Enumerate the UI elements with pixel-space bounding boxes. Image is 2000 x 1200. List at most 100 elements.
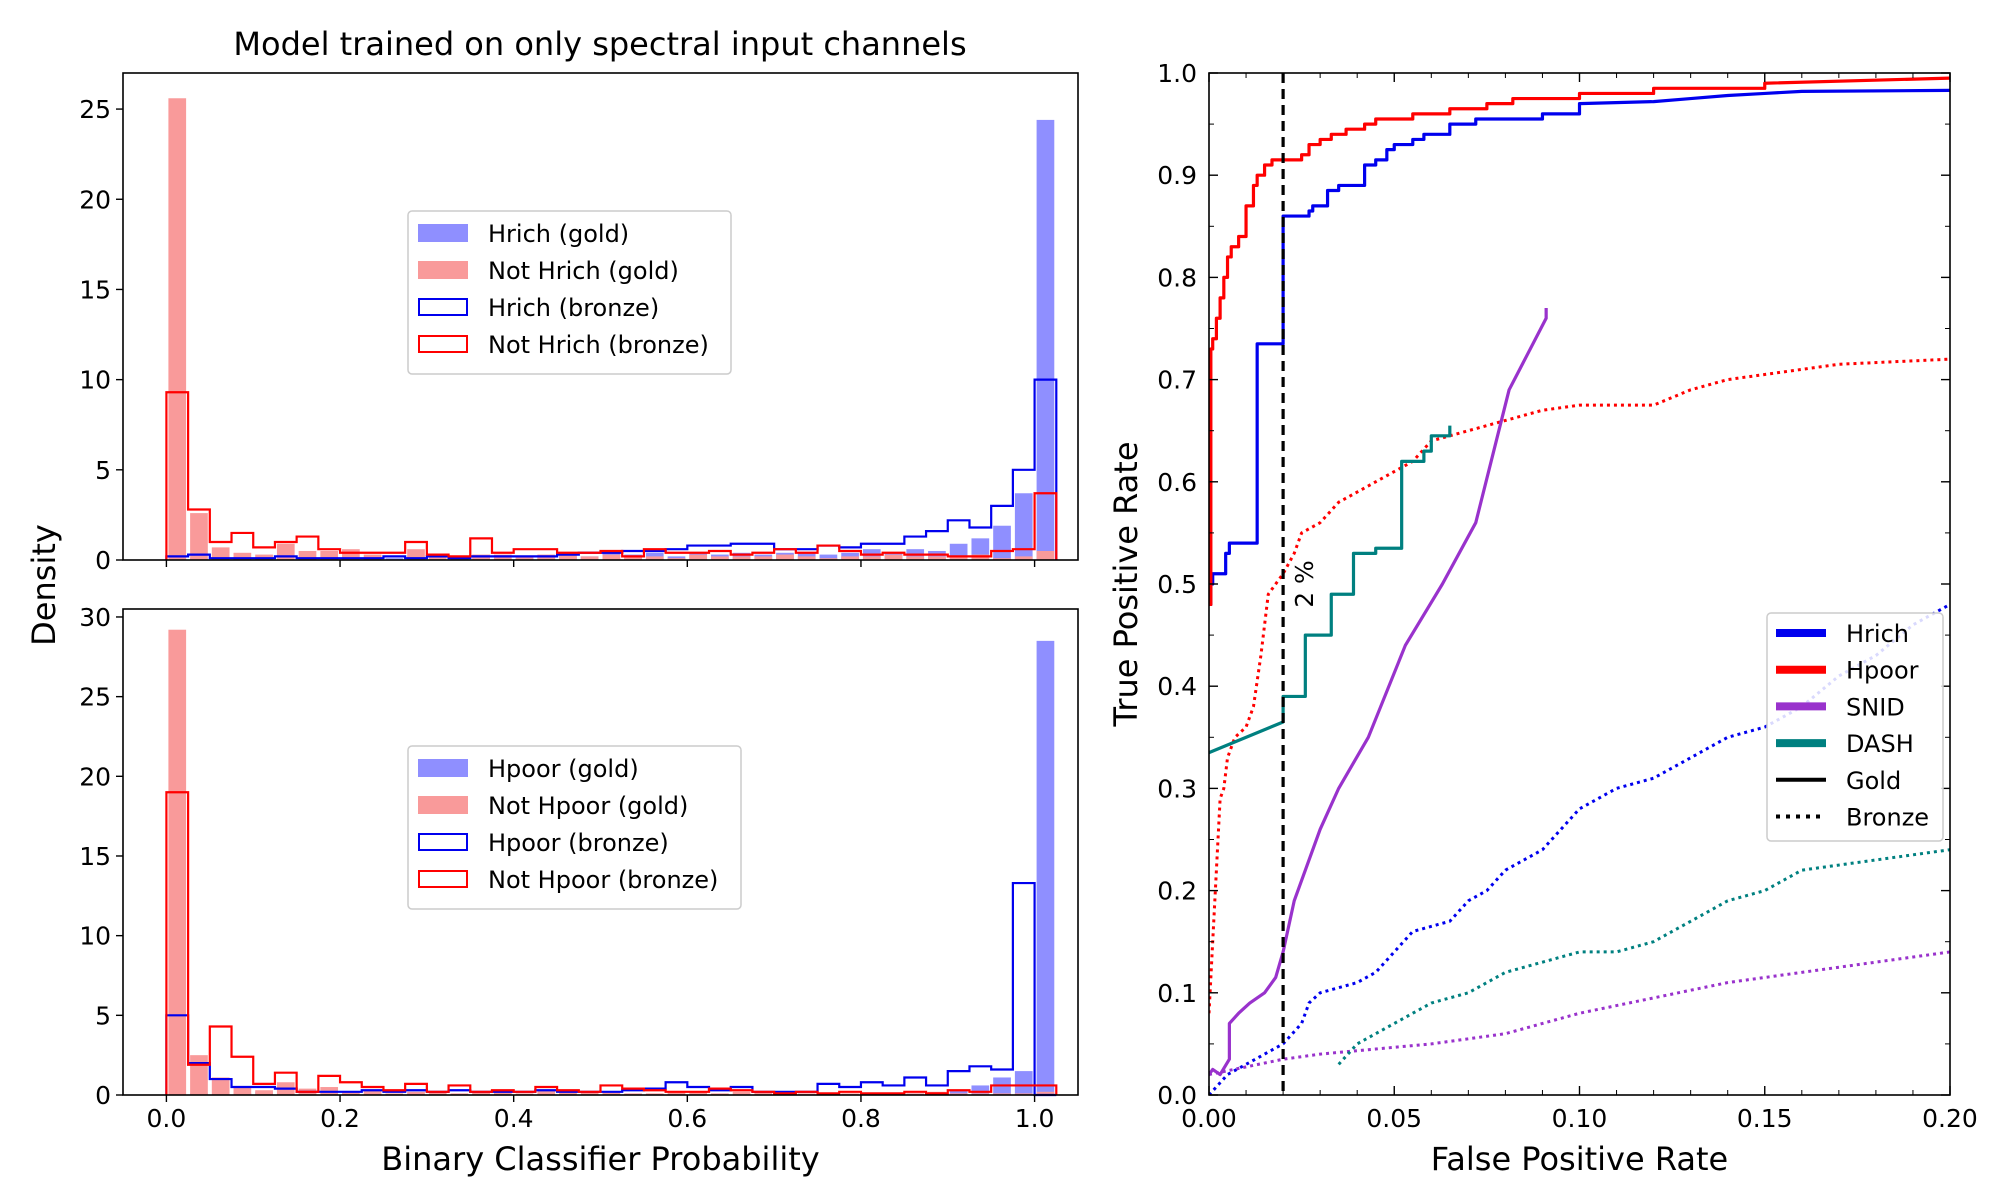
histogram-bar: [342, 1091, 360, 1095]
histogram-bar: [515, 556, 534, 560]
histogram-bar: [276, 543, 295, 560]
x-tick-label: 0.6: [667, 1104, 707, 1133]
histogram-bar: [1036, 640, 1055, 1095]
y-tick-label: 15: [79, 842, 111, 871]
histogram-bar: [732, 1091, 751, 1095]
threshold-label: 2 %: [1290, 560, 1319, 608]
legend-label: Hrich (gold): [488, 220, 629, 248]
histogram-bar: [667, 1091, 686, 1095]
y-tick-label: 0.8: [1157, 263, 1197, 292]
roc-curve-panel: 2 % 0.00 0.05 0.10 0.15 0.20 0.0 0.1 0.2 0.3 0.4 0.…: [1157, 59, 1978, 1133]
histogram-bar: [1014, 556, 1033, 560]
histogram-bar: [385, 558, 404, 560]
legend-label: Not Hpoor (bronze): [488, 866, 718, 894]
histogram-step-line: [165, 378, 1058, 560]
roc-curve-snid-bronze: [1209, 950, 1950, 1077]
histogram-bar: [971, 1085, 990, 1095]
histogram-bar: [1036, 119, 1055, 560]
y-tick-label: 0.0: [1157, 1081, 1197, 1110]
legend-label: Not Hpoor (gold): [488, 792, 688, 820]
histogram-bar: [407, 1091, 425, 1095]
x-tick-label: 0.15: [1737, 1104, 1793, 1133]
histogram-bar: [559, 1091, 577, 1095]
y-axis-label: Density: [25, 524, 63, 646]
histogram-bar: [906, 556, 925, 560]
histogram-bar: [602, 554, 621, 560]
figure-title: Model trained on only spectral input cha…: [233, 25, 966, 63]
legend-label: Gold: [1846, 767, 1901, 795]
histogram-bar: [211, 1077, 230, 1095]
histogram-bar: [862, 556, 881, 560]
y-tick-label: 0.6: [1157, 468, 1197, 497]
histogram-bar: [949, 1090, 968, 1095]
series-hpoor-bronze: [165, 881, 1057, 1097]
histogram-bar: [298, 550, 317, 560]
y-tick-label: 0.3: [1157, 774, 1197, 803]
roc-y-axis-label: True Positive Rate: [1107, 441, 1145, 727]
legend-swatch: [418, 870, 468, 888]
histogram-bar: [168, 629, 187, 1095]
histogram-bar: [407, 549, 425, 560]
legend-swatch: [418, 261, 468, 279]
y-tick-label: 30: [79, 603, 111, 632]
histogram-bar: [428, 1091, 447, 1095]
roc-curve-hpoor-bronze: [1209, 357, 1950, 1014]
roc-curve-dash: [1209, 425, 1452, 755]
histogram-bar: [841, 556, 859, 560]
histogram-bar: [190, 513, 208, 560]
histogram-bar: [819, 554, 838, 560]
y-tick-label: 25: [79, 95, 111, 124]
x-tick-label: 1.0: [1015, 1104, 1055, 1133]
legend-label: Hpoor (bronze): [488, 829, 669, 857]
histogram-step-line: [165, 881, 1057, 1097]
series-not-hrich-bronze: [165, 391, 1058, 560]
legend-label: Hrich: [1846, 620, 1909, 648]
histogram-bar: [667, 558, 686, 560]
legend-label: Not Hrich (bronze): [488, 331, 709, 359]
histogram-bar: [624, 556, 642, 560]
histogram-bar: [645, 556, 664, 560]
y-tick-label: 10: [79, 366, 111, 395]
histogram-bar: [1036, 550, 1055, 560]
legend-label: Hrich (bronze): [488, 294, 659, 322]
histogram-bar: [559, 552, 577, 560]
axes-frame: [1208, 72, 1951, 1096]
histogram-bar: [493, 1091, 512, 1095]
histogram-step-line: [165, 791, 1058, 1095]
histogram-bar: [732, 556, 751, 560]
histogram-bar: [754, 556, 773, 560]
legend-swatch: [418, 759, 468, 777]
x-axis-label: Binary Classifier Probability: [381, 1140, 819, 1178]
y-tick-label: 15: [79, 275, 111, 304]
series-not-hpoor-bronze: [165, 791, 1058, 1095]
histogram-bar: [884, 554, 903, 560]
histogram-bar: [819, 558, 838, 560]
histogram-bar: [580, 1091, 599, 1095]
legend-label: Hpoor: [1846, 657, 1919, 685]
legend-swatch: [418, 796, 468, 814]
histogram-bar: [168, 98, 187, 560]
x-tick-label: 0.2: [320, 1104, 360, 1133]
histogram-bar: [255, 1090, 273, 1095]
x-tick-label: 0.8: [841, 1104, 881, 1133]
histogram-bar: [949, 556, 968, 560]
x-tick-label: 0.4: [494, 1104, 534, 1133]
roc-x-axis-label: False Positive Rate: [1431, 1140, 1728, 1178]
y-tick-label: 0: [95, 546, 111, 575]
axes-frame: [122, 608, 1079, 1096]
series-hrich-bronze: [165, 378, 1058, 560]
legend-label: Not Hrich (gold): [488, 257, 679, 285]
histogram-step-line: [165, 391, 1058, 560]
roc-plot-area: [1209, 73, 1950, 1095]
legend-swatch: [418, 298, 468, 316]
histogram-bar: [689, 1091, 708, 1095]
histogram-bar: [993, 525, 1011, 560]
x-tick-label: 0.20: [1922, 1104, 1978, 1133]
histogram-bar: [797, 556, 816, 560]
y-tick-label: 5: [95, 456, 111, 485]
y-tick-label: 1.0: [1157, 59, 1197, 88]
roc-curve-hrich: [1209, 88, 1950, 607]
x-tick-label: 0.10: [1552, 1104, 1608, 1133]
histogram-bar: [1036, 1091, 1055, 1095]
histogram-bar: [1014, 1071, 1033, 1095]
